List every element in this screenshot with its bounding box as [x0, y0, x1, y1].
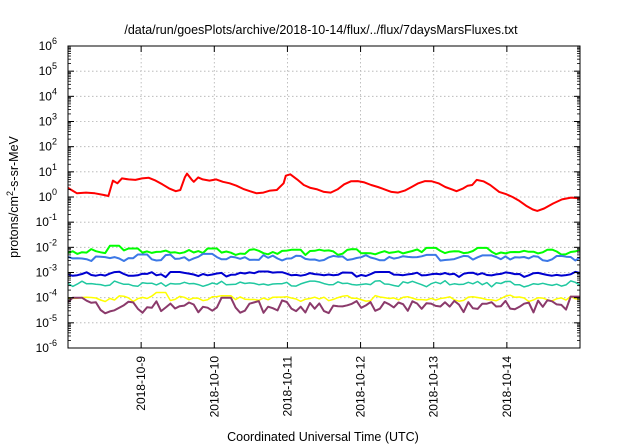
chart-title: /data/run/goesPlots/archive/2018-10-14/f…	[124, 23, 518, 37]
y-tick-label: 10-5	[36, 313, 57, 330]
y-tick-label: 103	[39, 112, 57, 129]
y-tick-label: 106	[39, 36, 57, 53]
y-tick-label: 100	[39, 187, 57, 204]
x-tick-label: 2018-10-12	[354, 356, 368, 418]
x-tick-label: 2018-10-10	[207, 356, 221, 418]
series-line-5	[67, 279, 581, 288]
y-tick-label: 101	[39, 162, 57, 179]
y-tick-label: 104	[39, 86, 57, 103]
series-line-4	[67, 270, 581, 279]
y-axis: 10-6 10-5 10-4 10-3 10-2 10-1 100 101 102 103 104 1…	[36, 36, 580, 355]
series-line-1	[67, 172, 581, 212]
y-tick-label: 10-2	[36, 237, 57, 254]
y-tick-label: 105	[39, 61, 57, 78]
y-tick-label: 10-6	[36, 338, 57, 355]
x-tick-label: 2018-10-14	[500, 356, 514, 418]
series-line-2	[67, 244, 581, 256]
series-line-3	[67, 252, 581, 262]
x-tick-label: 2018-10-13	[427, 356, 441, 418]
series-lines	[67, 172, 581, 315]
series-line-6	[67, 291, 581, 303]
y-tick-label: 10-3	[36, 263, 57, 280]
y-axis-label: protons/cm2-s-sr-MeV	[5, 135, 21, 257]
y-tick-label: 10-4	[36, 288, 57, 305]
series-line-7	[67, 295, 580, 315]
x-axis: 2018-10-9 2018-10-10 2018-10-11 2018-10-12 2…	[134, 46, 514, 417]
y-tick-label: 10-1	[36, 212, 57, 229]
y-tick-label: 102	[39, 137, 57, 154]
x-tick-label: 2018-10-9	[134, 356, 148, 411]
x-tick-label: 2018-10-11	[280, 356, 294, 417]
x-axis-label: Coordinated Universal Time (UTC)	[227, 430, 419, 444]
